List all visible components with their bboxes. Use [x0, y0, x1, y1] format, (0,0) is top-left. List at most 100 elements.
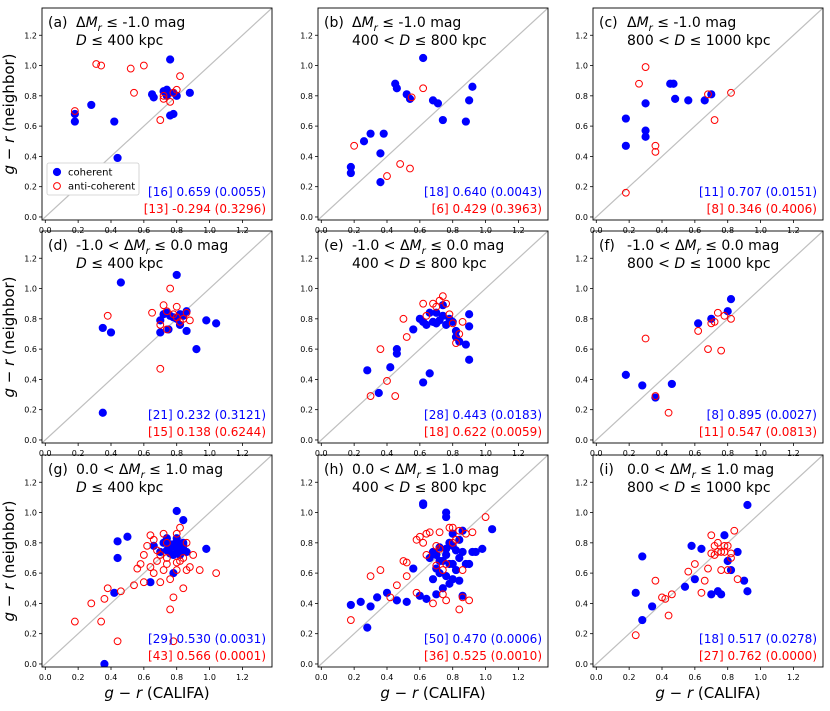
y-tick-label: 1.2	[24, 254, 37, 263]
y-tick-label: 0.8	[300, 315, 313, 324]
coherent-point	[438, 115, 447, 125]
x-tick-label: 0.8	[446, 673, 459, 682]
stats-anti-coherent: [11] 0.547 (0.0813)	[699, 425, 817, 439]
plot-frame	[317, 7, 549, 221]
coherent-point	[392, 596, 401, 605]
anti-coherent-point	[664, 611, 673, 620]
coherent-point	[386, 363, 395, 372]
coherent-point	[98, 323, 107, 333]
anti-coherent-point	[704, 90, 712, 99]
anti-coherent-point	[153, 546, 161, 555]
coherent-point	[638, 615, 647, 625]
y-tick-label: 1.0	[300, 62, 313, 71]
anti-coherent-point	[179, 554, 188, 562]
coherent-point	[179, 516, 188, 525]
x-tick-label: 0.0	[590, 226, 603, 235]
panel-title-magnitude: -1.0 < ΔMr ≤ 0.0 mag	[76, 238, 228, 257]
anti-coherent-point	[166, 575, 175, 584]
anti-coherent-point	[704, 345, 712, 354]
y-tick-label: 0.2	[575, 406, 588, 415]
y-tick-label: 1.2	[575, 478, 588, 487]
coherent-point	[149, 93, 158, 102]
y-tick-label: 0.0	[575, 660, 588, 669]
anti-coherent-point	[148, 308, 156, 317]
x-tick-label: 1.0	[754, 226, 767, 235]
plot-frame	[592, 7, 824, 221]
y-tick-label: 0.6	[300, 122, 313, 131]
x-tick-label: 0.4	[381, 226, 394, 235]
one-to-one-line	[42, 455, 272, 667]
coherent-point	[87, 100, 96, 110]
x-tick-label: 1.2	[236, 226, 249, 235]
y-tick-label: 0.4	[300, 375, 313, 384]
anti-coherent-point	[465, 596, 474, 605]
coherent-point	[169, 109, 178, 119]
x-tick-label: 0.6	[137, 226, 150, 235]
y-tick-label: 1.0	[575, 509, 588, 518]
anti-coherent-point	[402, 333, 411, 341]
panel-f: 0.0 0.2 0.4 0.6 0.8 1.0 1.2 0.0 0.2 0.4 0.6 0.8 1.0 1…	[575, 230, 824, 458]
x-tick-label: 1.2	[236, 449, 249, 458]
coherent-point	[442, 572, 451, 581]
anti-coherent-point	[169, 637, 178, 646]
coherent-point	[363, 366, 372, 375]
coherent-point	[438, 584, 447, 593]
anti-coherent-point	[366, 392, 375, 400]
anti-coherent-point	[139, 551, 148, 559]
coherent-point	[488, 525, 497, 534]
y-tick-label: 0.4	[575, 375, 588, 384]
coherent-point	[433, 99, 443, 108]
anti-coherent-point	[172, 85, 181, 94]
anti-coherent-point	[156, 116, 165, 124]
y-tick-label: 0.4	[300, 599, 313, 608]
x-tick-label: 0.2	[72, 673, 85, 682]
coherent-point	[717, 590, 726, 599]
anti-coherent-point	[376, 345, 385, 354]
anti-coherent-point	[455, 605, 464, 614]
anti-coherent-point	[717, 548, 726, 556]
coherent-point	[733, 547, 742, 557]
x-axis-label: g − r (CALIFA)	[104, 684, 209, 702]
anti-coherent-point	[212, 569, 221, 578]
anti-coherent-point	[130, 88, 138, 97]
anti-coherent-point	[651, 141, 660, 150]
x-tick-label: 0.8	[721, 226, 734, 235]
coherent-point	[182, 547, 191, 557]
y-tick-label: 0.2	[575, 630, 588, 639]
one-to-one-line	[593, 231, 823, 443]
y-tick-label: 0.6	[300, 345, 313, 354]
coherent-point	[690, 575, 699, 584]
anti-coherent-point	[97, 61, 106, 70]
anti-coherent-point	[707, 531, 716, 540]
anti-coherent-point	[717, 566, 726, 574]
coherent-point	[419, 500, 428, 510]
x-tick-label: 0.6	[413, 449, 426, 458]
anti-coherent-point	[664, 408, 673, 417]
anti-coherent-point	[185, 563, 194, 571]
coherent-point	[363, 623, 372, 632]
anti-coherent-point	[159, 301, 168, 310]
coherent-point	[356, 597, 365, 606]
y-tick-label: 0.8	[575, 315, 588, 324]
plot-frame	[317, 230, 549, 444]
y-tick-label: 0.2	[24, 183, 37, 192]
panel-title-magnitude: ΔMr ≤ -1.0 mag	[627, 15, 736, 34]
panel-label: (c)	[599, 15, 618, 31]
anti-coherent-point	[100, 594, 109, 603]
anti-coherent-point	[694, 327, 703, 335]
y-tick-label: 1.2	[575, 31, 588, 40]
stats-anti-coherent: [8] 0.346 (0.4006)	[707, 202, 817, 216]
coherent-point	[638, 381, 647, 390]
anti-coherent-point	[146, 563, 155, 571]
anti-coherent-point	[713, 538, 722, 547]
stats-coherent: [21] 0.232 (0.3121)	[148, 408, 266, 422]
anti-coherent-point	[366, 572, 375, 581]
coherent-point	[98, 408, 107, 417]
stats-anti-coherent: [18] 0.622 (0.0059)	[424, 425, 542, 439]
anti-coherent-point	[432, 302, 441, 311]
stats-coherent: [11] 0.707 (0.0151)	[699, 185, 817, 199]
coherent-point	[110, 117, 119, 126]
anti-coherent-point	[391, 392, 400, 400]
anti-coherent-point	[412, 588, 421, 597]
